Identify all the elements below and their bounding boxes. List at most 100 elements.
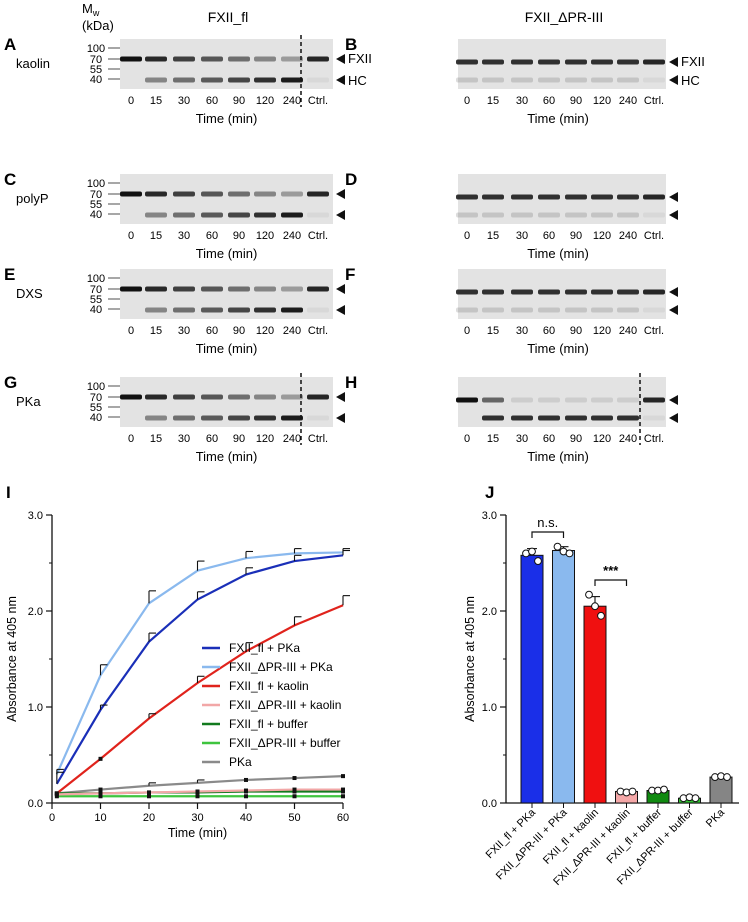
data-point [341, 787, 345, 792]
mw-marker: 70 [90, 189, 102, 201]
band-hc [482, 77, 504, 83]
column-title-fl: FXII_fl [208, 9, 248, 25]
y-tick-label: 2.0 [482, 606, 497, 618]
band-hc [565, 77, 587, 83]
band-fxii [201, 394, 223, 400]
band-hc [307, 77, 329, 83]
data-point [553, 542, 562, 551]
y-tick-label: 3.0 [28, 510, 43, 522]
y-tick-label: 1.0 [482, 702, 497, 714]
band-hc [254, 307, 276, 313]
lane-label: 90 [233, 433, 245, 445]
lane-label: 30 [178, 95, 190, 107]
band-fxii [228, 286, 250, 292]
band-hc [281, 77, 303, 83]
y-axis-label: Absorbance at 405 nm [463, 596, 477, 722]
mw-marker: 40 [90, 74, 102, 86]
band-fxii [591, 194, 613, 200]
series-3 [54, 787, 345, 797]
blot-panel-f: F 0 15 30 60 90 120 240 Ctrl. Time (min) [345, 265, 678, 356]
band-fxii [591, 289, 613, 295]
lane-label: 15 [150, 433, 162, 445]
band-hc [281, 212, 303, 218]
lane-label: 30 [178, 325, 190, 337]
band-hc [145, 415, 167, 421]
data-point [691, 794, 700, 803]
band-hc [482, 307, 504, 313]
time-axis-label: Time (min) [196, 341, 258, 356]
arrow-hc-icon [336, 210, 345, 220]
band-fxii [281, 394, 303, 400]
lane-label: 90 [233, 325, 245, 337]
arrow-fxii-icon [669, 287, 678, 297]
band-fxii [228, 394, 250, 400]
band-hc [617, 212, 639, 218]
panel-letter: F [345, 265, 355, 284]
lane-label: 90 [570, 95, 582, 107]
x-tick-label: 50 [288, 812, 300, 824]
band-fxii [120, 191, 142, 197]
band-hc [643, 212, 665, 218]
band-fxii [482, 194, 504, 200]
x-tick-label: 10 [94, 812, 106, 824]
band-hc [228, 212, 250, 218]
band-hc [228, 307, 250, 313]
series-0 [55, 549, 350, 785]
band-hc [145, 307, 167, 313]
band-fxii [643, 397, 665, 403]
data-point [292, 776, 297, 781]
y-tick-label: 2.0 [28, 606, 43, 618]
band-fxii [482, 289, 504, 295]
lane-label: 120 [593, 95, 611, 107]
lane-label: 15 [487, 230, 499, 242]
lane-label: 15 [150, 325, 162, 337]
band-fxii [120, 394, 142, 400]
band-fxii [254, 394, 276, 400]
arrow-hc-icon [336, 413, 345, 423]
arrow-hc-icon [669, 210, 678, 220]
band-hc [617, 77, 639, 83]
blot-panel-h: H 0 15 30 60 90 120 240 Ctrl. Time (min) [345, 373, 678, 464]
data-point [244, 777, 248, 782]
x-axis-label: Time (min) [168, 826, 227, 840]
x-tick-label: 0 [49, 812, 55, 824]
band-fxii [145, 286, 167, 292]
arrow-fxii-icon [336, 392, 345, 402]
arrow-hc-icon [669, 413, 678, 423]
lane-label: Ctrl. [644, 325, 664, 337]
arrow-hc-icon [336, 305, 345, 315]
band-hc [482, 212, 504, 218]
band-hc [173, 307, 195, 313]
blot-panel-d: D 0 15 30 60 90 120 240 Ctrl. Time (min) [345, 170, 678, 261]
legend-entry: FXII_ΔPR-III + buffer [229, 736, 341, 750]
lane-label: Ctrl. [644, 230, 664, 242]
mw-marker: 55 [90, 64, 102, 76]
band-hc [456, 212, 478, 218]
mw-marker: 100 [87, 43, 105, 55]
condition-label: PKa [16, 394, 41, 409]
data-point [723, 773, 731, 781]
lane-label: 15 [487, 325, 499, 337]
panel-letter: E [4, 265, 15, 284]
lane-label: 0 [464, 433, 470, 445]
band-fxii [643, 59, 665, 65]
condition-label: kaolin [16, 56, 50, 71]
lane-label: 90 [570, 325, 582, 337]
y-tick-label: 3.0 [482, 510, 497, 522]
lane-label: 240 [619, 230, 637, 242]
band-hc [307, 212, 329, 218]
condition-label: polyP [16, 191, 49, 206]
lane-label: Ctrl. [308, 433, 328, 445]
band-hc [565, 307, 587, 313]
lane-label: 240 [283, 230, 301, 242]
arrow-fxii-icon [669, 192, 678, 202]
band-fxii [617, 397, 639, 403]
legend-entry: FXII_ΔPR-III + PKa [229, 660, 333, 674]
band-fxii [617, 289, 639, 295]
band-fxii [173, 394, 195, 400]
bar [709, 776, 733, 804]
band-fxii [281, 286, 303, 292]
condition-label: DXS [16, 286, 43, 301]
lane-label: 0 [128, 230, 134, 242]
